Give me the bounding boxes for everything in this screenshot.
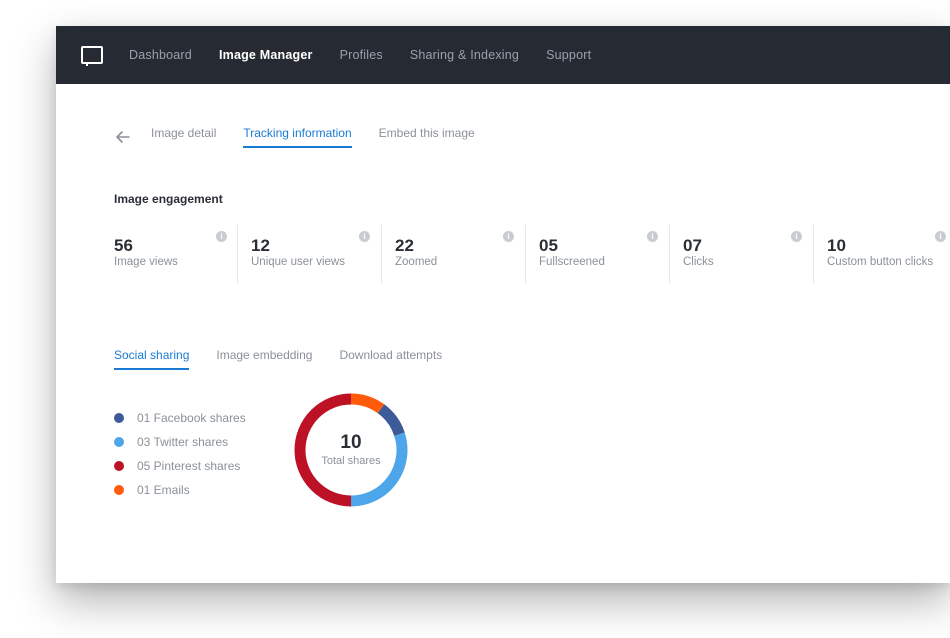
- stat-custom-button-clicks: 10 Custom button clicks i: [813, 225, 950, 283]
- stat-label: Zoomed: [395, 256, 438, 268]
- legend-label: 03 Twitter shares: [137, 435, 229, 449]
- tab-tracking-information[interactable]: Tracking information: [243, 126, 352, 148]
- tab-embed-this-image[interactable]: Embed this image: [378, 126, 475, 140]
- stat-label: Custom button clicks: [827, 256, 934, 268]
- stat-value: 12: [251, 236, 270, 255]
- info-icon[interactable]: i: [791, 231, 802, 242]
- stat-label: Unique user views: [251, 256, 345, 268]
- stat-value: 05: [539, 236, 558, 255]
- legend-dot: [114, 485, 124, 495]
- image-subnav: Image detail Tracking information Embed …: [114, 126, 502, 148]
- legend-item-facebook: 01 Facebook shares: [114, 406, 246, 430]
- nav-item-dashboard[interactable]: Dashboard: [129, 48, 192, 62]
- stat-label: Fullscreened: [539, 256, 605, 268]
- donut-center: 10 Total shares: [291, 390, 411, 510]
- donut-total-value: 10: [340, 432, 362, 453]
- total-shares-donut-chart: [294, 393, 408, 507]
- donut-total-label: Total shares: [321, 455, 381, 467]
- legend-dot: [114, 413, 124, 423]
- stat-label: Image views: [114, 256, 178, 268]
- section-title-image-engagement: Image engagement: [114, 192, 223, 206]
- legend-item-emails: 01 Emails: [114, 478, 246, 502]
- info-icon[interactable]: i: [503, 231, 514, 242]
- stat-label: Clicks: [683, 256, 714, 268]
- top-navigation-bar: Dashboard Image Manager Profiles Sharing…: [56, 26, 950, 84]
- donut-slice-facebook-shares: [377, 404, 405, 437]
- stat-value: 22: [395, 236, 414, 255]
- stat-image-views: 56 Image views i: [114, 225, 237, 283]
- stat-value: 56: [114, 236, 133, 255]
- legend-label: 01 Facebook shares: [137, 411, 246, 425]
- back-arrow-icon[interactable]: [114, 128, 132, 146]
- legend-dot: [114, 437, 124, 447]
- stat-zoomed: 22 Zoomed i: [381, 225, 525, 283]
- info-icon[interactable]: i: [216, 231, 227, 242]
- donut-slice-pinterest-shares: [294, 393, 352, 507]
- tab-social-sharing[interactable]: Social sharing: [114, 348, 190, 370]
- stat-unique-user-views: 12 Unique user views i: [237, 225, 381, 283]
- stat-fullscreened: 05 Fullscreened i: [525, 225, 669, 283]
- nav-item-image-manager[interactable]: Image Manager: [218, 48, 313, 62]
- tab-download-attempts[interactable]: Download attempts: [339, 348, 443, 362]
- tab-image-detail[interactable]: Image detail: [151, 126, 217, 140]
- tab-image-embedding[interactable]: Image embedding: [216, 348, 313, 362]
- legend-label: 01 Emails: [137, 483, 190, 497]
- nav-item-sharing-indexing[interactable]: Sharing & Indexing: [409, 48, 520, 62]
- app-window: Dashboard Image Manager Profiles Sharing…: [56, 26, 950, 583]
- shares-legend: 01 Facebook shares 03 Twitter shares 05 …: [114, 406, 246, 502]
- nav-item-profiles[interactable]: Profiles: [339, 48, 383, 62]
- legend-dot: [114, 461, 124, 471]
- sharing-tabs: Social sharing Image embedding Download …: [114, 348, 469, 370]
- donut-slice-twitter-shares: [350, 432, 408, 507]
- nav-item-support[interactable]: Support: [546, 48, 592, 62]
- donut-slice-emails: [350, 393, 385, 414]
- legend-item-twitter: 03 Twitter shares: [114, 430, 246, 454]
- stat-value: 10: [827, 236, 846, 255]
- legend-label: 05 Pinterest shares: [137, 459, 241, 473]
- info-icon[interactable]: i: [647, 231, 658, 242]
- engagement-stats: 56 Image views i 12 Unique user views i …: [114, 225, 950, 283]
- info-icon[interactable]: i: [935, 231, 946, 242]
- stat-clicks: 07 Clicks i: [669, 225, 813, 283]
- stat-value: 07: [683, 236, 702, 255]
- legend-item-pinterest: 05 Pinterest shares: [114, 454, 246, 478]
- info-icon[interactable]: i: [359, 231, 370, 242]
- logo-icon[interactable]: [81, 46, 103, 66]
